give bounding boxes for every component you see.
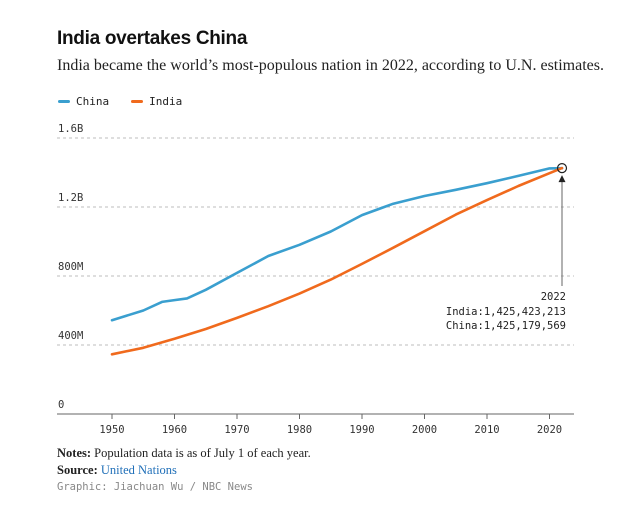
x-tick-label: 1950 xyxy=(99,424,124,436)
y-tick-label: 800M xyxy=(58,261,83,273)
credit: Graphic: Jiachuan Wu / NBC News xyxy=(57,481,253,493)
legend-label-china: China xyxy=(76,95,110,108)
axis-layer: 0 400M 800M 1.2B 1.6B 1950 1960 1970 1980 1990 200… xyxy=(57,123,574,436)
x-tick-label: 2000 xyxy=(412,424,437,436)
notes: Notes: Population data is as of July 1 o… xyxy=(57,446,311,461)
legend: China India xyxy=(58,95,182,108)
grid-layer xyxy=(57,137,574,346)
legend-swatch-india xyxy=(131,100,144,103)
x-tick-label: 1960 xyxy=(162,424,187,436)
source: Source: United Nations xyxy=(57,463,177,478)
y-tick-label: 400M xyxy=(58,330,83,342)
source-label: Source: xyxy=(57,463,98,477)
series-line-china xyxy=(110,166,564,322)
x-tick-label: 2020 xyxy=(537,424,562,436)
x-tick-label: 1990 xyxy=(349,424,374,436)
series-layer xyxy=(110,166,564,356)
x-tick-label: 1970 xyxy=(224,424,249,436)
annotation-india-value: India:1,425,423,213 xyxy=(446,306,566,318)
chart-subtitle: India became the world’s most-populous n… xyxy=(57,57,604,74)
y-tick-label: 1.2B xyxy=(58,192,83,204)
notes-label: Notes: xyxy=(57,446,92,460)
x-tick-label: 2010 xyxy=(474,424,499,436)
y-tick-label: 0 xyxy=(58,399,64,411)
source-link[interactable]: United Nations xyxy=(100,463,177,477)
annotation-arrowhead xyxy=(558,175,566,183)
legend-label-india: India xyxy=(149,95,183,108)
annotation-china-value: China:1,425,179,569 xyxy=(446,320,566,332)
notes-text: Population data is as of July 1 of each … xyxy=(91,446,311,460)
annotation-layer: 2022 India:1,425,423,213 China:1,425,179,5… xyxy=(446,163,568,332)
annotation-year: 2022 xyxy=(541,291,566,303)
series-line-india xyxy=(110,166,564,356)
legend-swatch-china xyxy=(58,100,70,103)
legend-item-china: China xyxy=(58,95,109,108)
chart-title: India overtakes China xyxy=(57,28,248,49)
legend-item-india: India xyxy=(131,95,182,108)
x-tick-label: 1980 xyxy=(287,424,312,436)
y-tick-label: 1.6B xyxy=(58,123,83,135)
crossover-marker xyxy=(556,163,568,174)
